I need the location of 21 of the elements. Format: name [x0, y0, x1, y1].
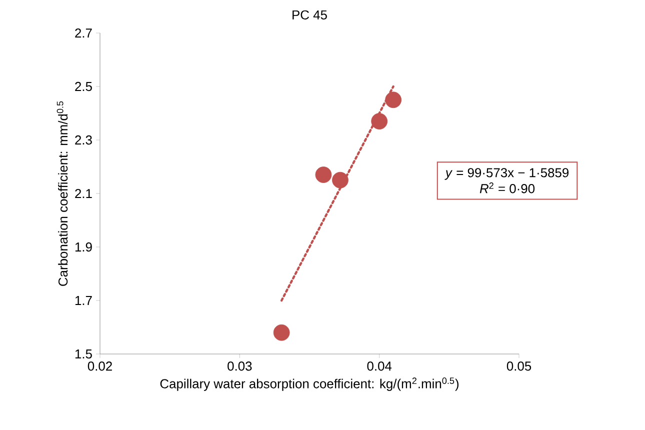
y-tick-label: 2.5: [75, 82, 92, 92]
x-tick-label: 0.02: [88, 362, 112, 371]
y-tick-label: 2.3: [75, 135, 92, 145]
point: [371, 113, 388, 130]
y-tick-label: 1.7: [75, 296, 92, 305]
x-tick-label: 0.05: [506, 362, 532, 371]
annotation: y = 99·573x − 1·5859: [444, 168, 569, 180]
x-tick-label: 0.04: [367, 362, 392, 371]
y-tick-label: 1.9: [75, 242, 92, 252]
y-axis-title: Carbonation coefficient: mm/d$^{0.5}$: [56, 101, 68, 286]
point: [273, 324, 290, 341]
point: [332, 172, 348, 188]
y-tick-label: 1.5: [75, 349, 92, 359]
point: [315, 166, 332, 183]
x-axis-title: Capillary water absorption coefficient: kg/(m$^{2}$.min$^{0.5}$): [160, 378, 459, 391]
point: [385, 92, 402, 108]
y-tick-label: 2.1: [75, 188, 92, 198]
chart-title: PC 45: [292, 10, 327, 20]
x-tick-label: 0.03: [228, 362, 252, 371]
y-tick-label: 2.7: [75, 28, 92, 38]
annotation: R$^{2}$ = 0·90: [480, 182, 535, 194]
